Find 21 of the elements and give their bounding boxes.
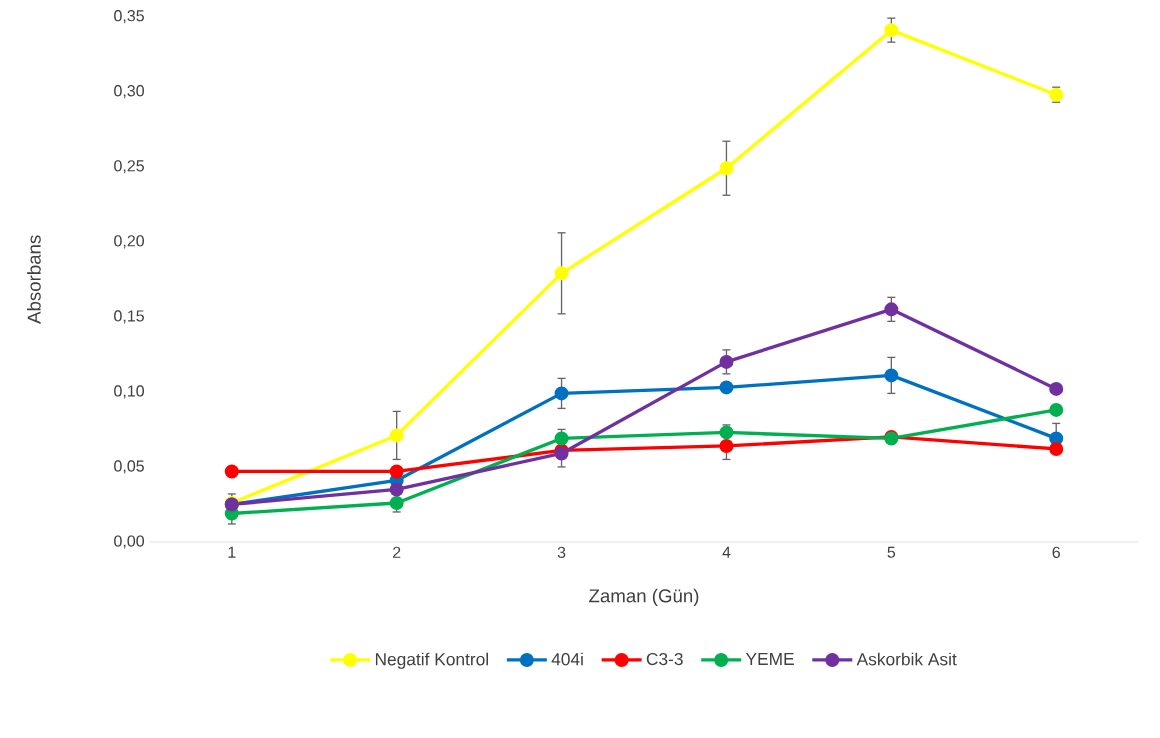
x-tick-label: 2	[393, 546, 401, 558]
y-tick-label: 0,25	[114, 160, 144, 174]
y-tick-label: 0,05	[114, 460, 144, 474]
y-tick-label: 0,35	[114, 10, 144, 24]
x-tick-label: 1	[228, 546, 236, 558]
y-tick-label: 0,15	[114, 310, 144, 324]
x-tick-label: 4	[722, 546, 731, 558]
legend-label: 404i	[551, 652, 583, 666]
x-axis-title: Zaman (Gün)	[589, 588, 699, 607]
legend-label: YEME	[745, 652, 794, 665]
y-tick-label: 0,30	[114, 85, 145, 99]
legend-label: Negatif Kontrol	[375, 652, 488, 669]
x-tick-label: 6	[1052, 546, 1060, 559]
y-tick-label: 0,10	[114, 385, 145, 399]
y-tick-label: 0,00	[114, 535, 145, 549]
y-axis-title: Absorbans	[27, 235, 41, 324]
y-tick-label: 0,20	[114, 235, 145, 249]
legend-label: Askorbik Asit	[856, 652, 957, 666]
legend-label: C3-3	[646, 652, 683, 666]
x-tick-label: 3	[557, 546, 566, 559]
x-tick-label: 5	[887, 546, 896, 558]
